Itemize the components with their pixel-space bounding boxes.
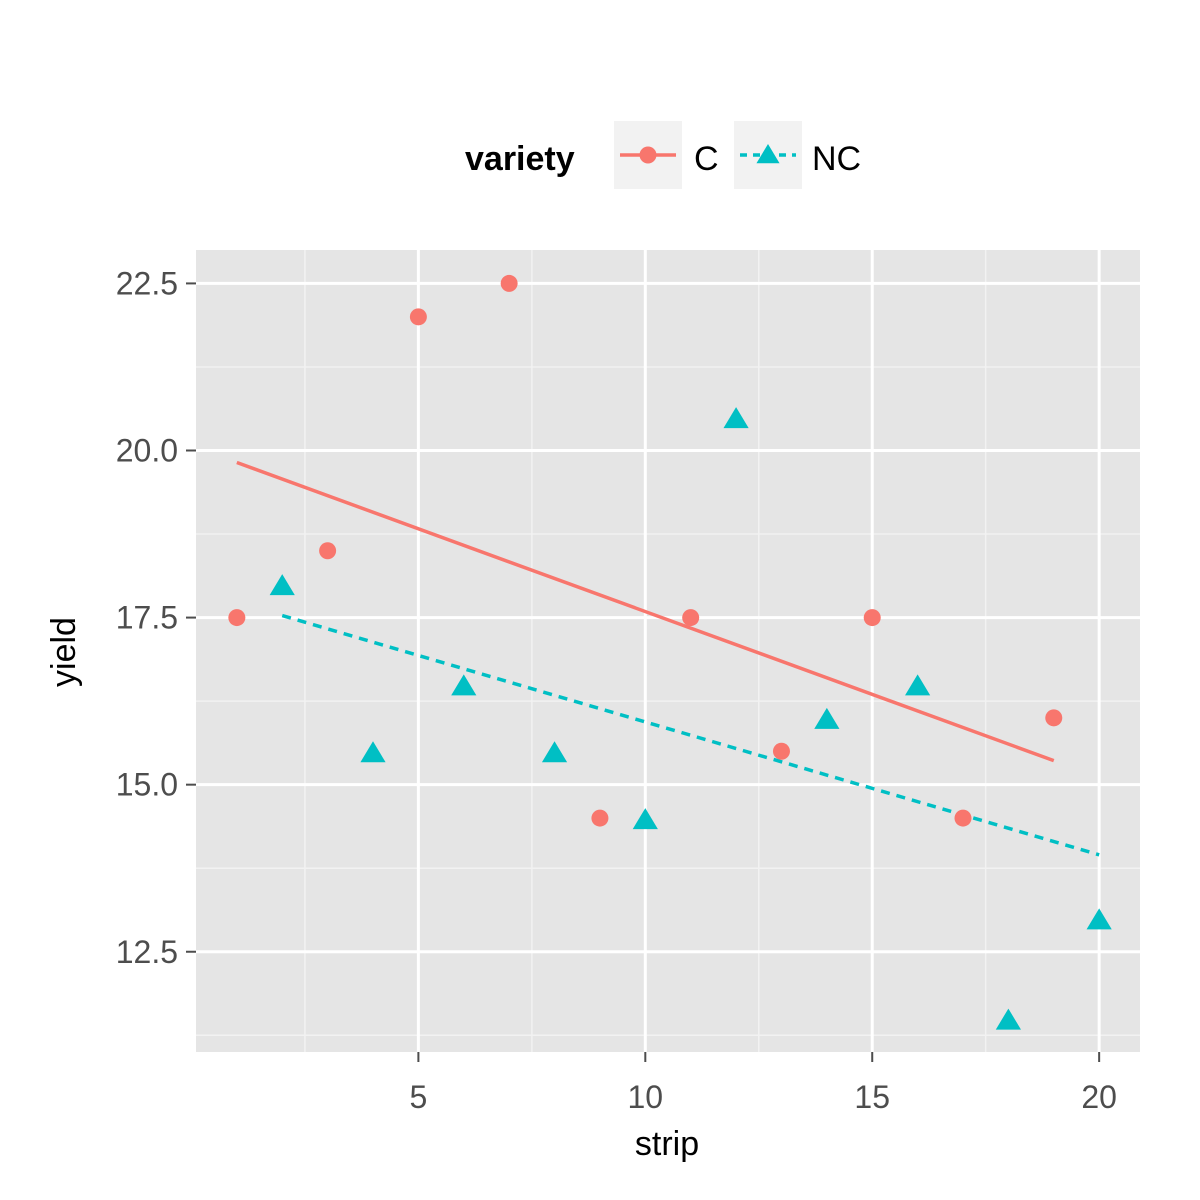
axes: 5 10 15 20 12.5 15.0 17.5 20.0 22.5: [116, 265, 1117, 1115]
x-tick-label: 10: [628, 1079, 664, 1115]
plot-panel: [196, 250, 1140, 1052]
y-tick-label: 15.0: [116, 767, 178, 803]
point-c: [772, 742, 790, 760]
point-c: [954, 809, 972, 827]
point-c: [500, 274, 518, 292]
point-c: [591, 809, 609, 827]
point-nc: [905, 674, 931, 696]
grid: [196, 250, 1140, 1052]
x-tick-label: 15: [854, 1079, 890, 1115]
x-tick-label: 5: [409, 1079, 427, 1115]
point-c: [1045, 709, 1063, 727]
y-tick-label: 22.5: [116, 265, 178, 301]
point-nc: [451, 674, 477, 696]
point-c: [319, 542, 337, 560]
legend-items: C NC: [614, 121, 861, 189]
legend-title: variety: [465, 140, 575, 178]
x-axis-title: strip: [635, 1125, 699, 1163]
legend-label-c: C: [694, 140, 719, 178]
point-c: [863, 609, 881, 627]
point-nc: [541, 741, 568, 763]
legend-marker-nc: [756, 144, 780, 164]
point-c: [228, 609, 246, 627]
data-points: [228, 274, 1112, 1030]
point-nc: [632, 808, 658, 830]
y-tick-label: 12.5: [116, 934, 178, 970]
point-c: [409, 308, 427, 326]
point-nc: [814, 707, 840, 729]
y-tick-label: 17.5: [116, 600, 178, 636]
point-nc: [360, 741, 386, 763]
legend: variety C NC: [465, 121, 861, 189]
legend-label-nc: NC: [812, 140, 861, 178]
y-axis-title: yield: [45, 617, 83, 687]
point-nc: [1086, 908, 1112, 930]
y-tick-label: 20.0: [116, 433, 178, 469]
point-nc: [269, 574, 295, 596]
x-tick-label: 20: [1081, 1079, 1117, 1115]
fit-line-c: [236, 460, 1055, 763]
legend-marker-c: [639, 146, 657, 164]
point-nc: [995, 1008, 1021, 1030]
point-c: [682, 609, 700, 627]
point-nc: [723, 407, 749, 429]
